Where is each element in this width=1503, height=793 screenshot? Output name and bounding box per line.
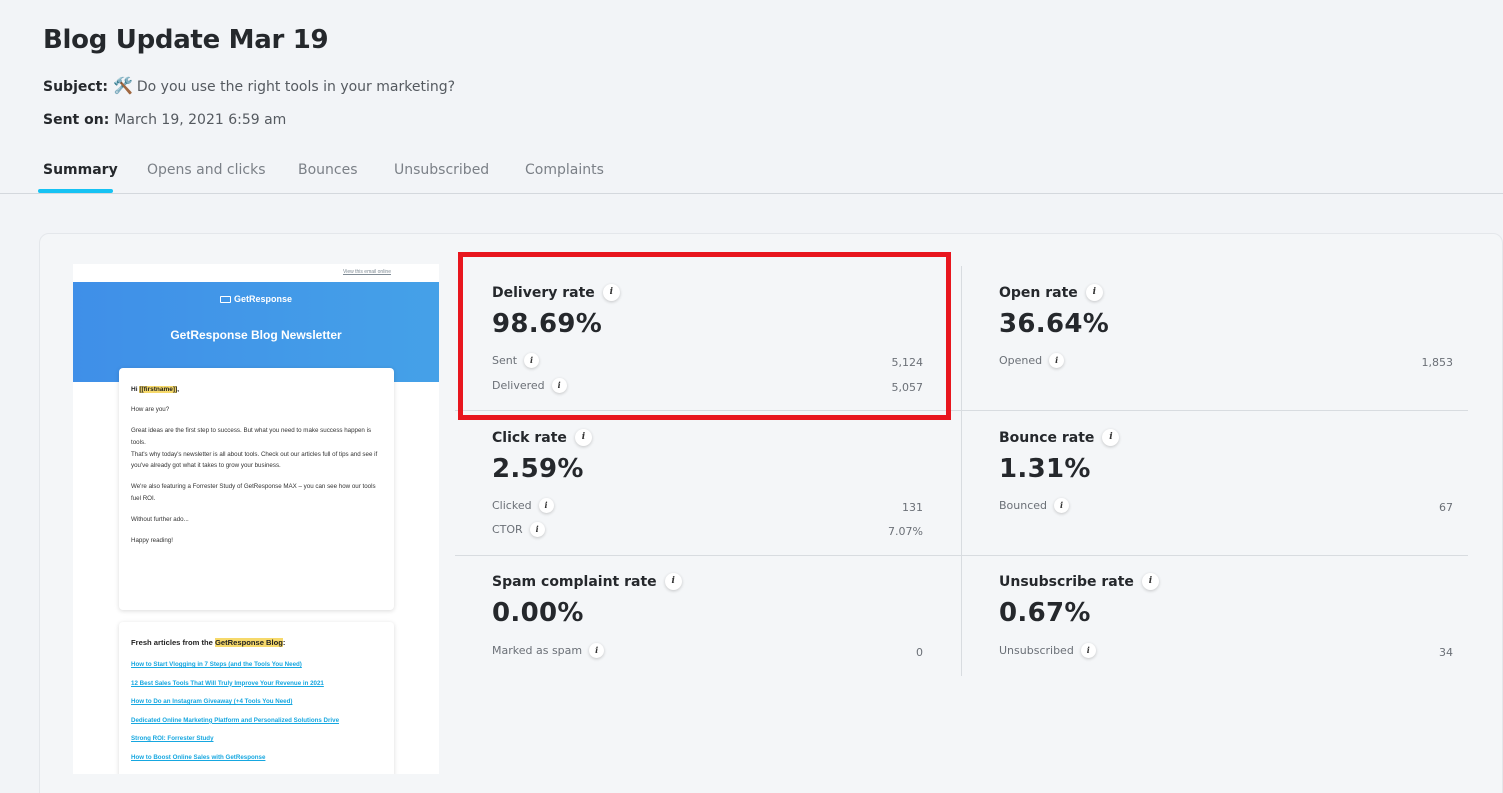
info-icon[interactable]: i [574,429,592,446]
getresponse-logo: GetResponse [73,294,439,304]
info-icon[interactable]: i [589,643,605,658]
active-tab-indicator [38,189,113,193]
sent-label: Sent on: [43,112,110,128]
article-link[interactable]: Strong ROI: Forrester Study [131,735,214,743]
article-link[interactable]: How to Do an Instagram Giveaway (+4 Tool… [131,698,293,706]
tools-emoji-icon: 🛠️ [112,76,133,95]
greeting: Hi [[firstname]], [131,386,180,393]
spam-rate-label: Spam complaint rate [492,573,657,590]
info-icon[interactable]: i [1049,353,1065,368]
info-icon[interactable]: i [1141,573,1159,590]
tab-unsubscribed[interactable]: Unsubscribed [394,162,490,178]
view-online-link[interactable]: View this email online [343,269,391,275]
opened-row-stat: Opened i [999,353,1065,368]
unsubscribed-row-stat: Unsubscribed i [999,643,1096,658]
email-paragraph: Without further ado... [131,515,189,523]
delivery-rate-value: 98.69% [492,309,603,339]
info-icon[interactable]: i [1054,498,1070,513]
spam-row-stat: Marked as spam i [492,643,605,658]
newsletter-title: GetResponse Blog Newsletter [170,328,342,342]
info-icon[interactable]: i [1085,284,1103,301]
info-icon[interactable]: i [551,378,567,393]
info-icon[interactable]: i [529,522,545,537]
spam-count: 0 [916,646,923,659]
subject-value: Do you use the right tools in your marke… [136,79,456,95]
bounce-rate-value: 1.31% [999,454,1091,484]
clicked-count: 131 [902,501,923,514]
highlight-box [458,252,951,420]
info-icon[interactable]: i [524,353,540,368]
delivered-row-stat: Delivered i [492,378,567,393]
spam-rate-stat: Spam complaint rate i 0.00% [492,573,682,628]
opened-count: 1,853 [1421,356,1454,369]
envelope-icon [219,296,231,304]
sent-row-stat: Sent i [492,353,540,368]
info-icon[interactable]: i [538,498,554,513]
tab-complaints[interactable]: Complaints [525,162,604,178]
spam-rate-value: 0.00% [492,598,584,628]
article-link[interactable]: 12 Best Sales Tools That Will Truly Impr… [131,679,324,687]
unsubscribe-rate-stat: Unsubscribe rate i 0.67% [999,573,1159,628]
info-icon[interactable]: i [602,284,620,301]
bounced-row-stat: Bounced i [999,498,1070,513]
email-body: Hi [[firstname]], How are you? Great ide… [119,368,394,610]
bounce-rate-stat: Bounce rate i 1.31% [999,429,1120,484]
page-title: Blog Update Mar 19 [43,25,329,55]
sent-row: Sent on: March 19, 2021 6:59 am [43,112,286,128]
email-paragraph: How are you? [131,406,170,414]
unsubscribe-rate-label: Unsubscribe rate [999,573,1134,590]
open-rate-label: Open rate [999,284,1078,301]
article-link[interactable]: How to Start Vlogging in 7 Steps (and th… [131,661,302,668]
clicked-row-stat: Clicked i [492,498,554,513]
subject-label: Subject: [43,79,108,95]
sent-value: March 19, 2021 6:59 am [114,112,287,128]
sent-count: 5,124 [891,356,924,369]
ctor-value: 7.07% [888,525,923,538]
articles-section: Fresh articles from the GetResponse Blog… [119,622,394,774]
open-rate-value: 36.64% [999,309,1110,339]
delivery-rate-stat: Delivery rate i 98.69% [492,284,620,339]
newsletter-banner [73,282,439,382]
ctor-row-stat: CTOR i [492,522,545,537]
bounce-rate-label: Bounce rate [999,429,1095,446]
info-icon[interactable]: i [664,573,682,590]
unsubscribe-rate-value: 0.67% [999,598,1091,628]
subject-row: Subject: 🛠️ Do you use the right tools in … [43,76,455,95]
open-rate-stat: Open rate i 36.64% [999,284,1109,339]
unsubscribed-count: 34 [1439,646,1453,659]
report-tabs: Summary Opens and clicks Bounces Unsubsc… [0,157,1503,194]
email-paragraph: That's why today's newsletter is all abo… [131,450,378,470]
info-icon[interactable]: i [1080,643,1096,658]
email-paragraph: We're also featuring a Forrester Study o… [131,483,376,503]
email-paragraph: Great ideas are the first step to succes… [131,427,372,446]
click-rate-value: 2.59% [492,454,584,484]
bounced-count: 67 [1439,501,1453,514]
tab-opens-and-clicks[interactable]: Opens and clicks [147,162,266,178]
article-link[interactable]: How to Boost Online Sales with GetRespon… [131,753,266,761]
delivered-count: 5,057 [891,381,924,394]
delivery-rate-label: Delivery rate [492,284,595,301]
article-link[interactable]: Dedicated Online Marketing Platform and … [131,716,340,724]
tab-summary[interactable]: Summary [43,162,118,178]
click-rate-stat: Click rate i 2.59% [492,429,592,484]
email-paragraph: Happy reading! [131,536,173,544]
info-icon[interactable]: i [1102,429,1120,446]
click-rate-label: Click rate [492,429,567,446]
tab-bounces[interactable]: Bounces [298,162,358,178]
email-preview[interactable]: View this email online GetResponse GetRe… [73,264,439,774]
articles-heading: Fresh articles from the GetResponse Blog… [131,638,286,647]
grid-divider [961,266,962,676]
